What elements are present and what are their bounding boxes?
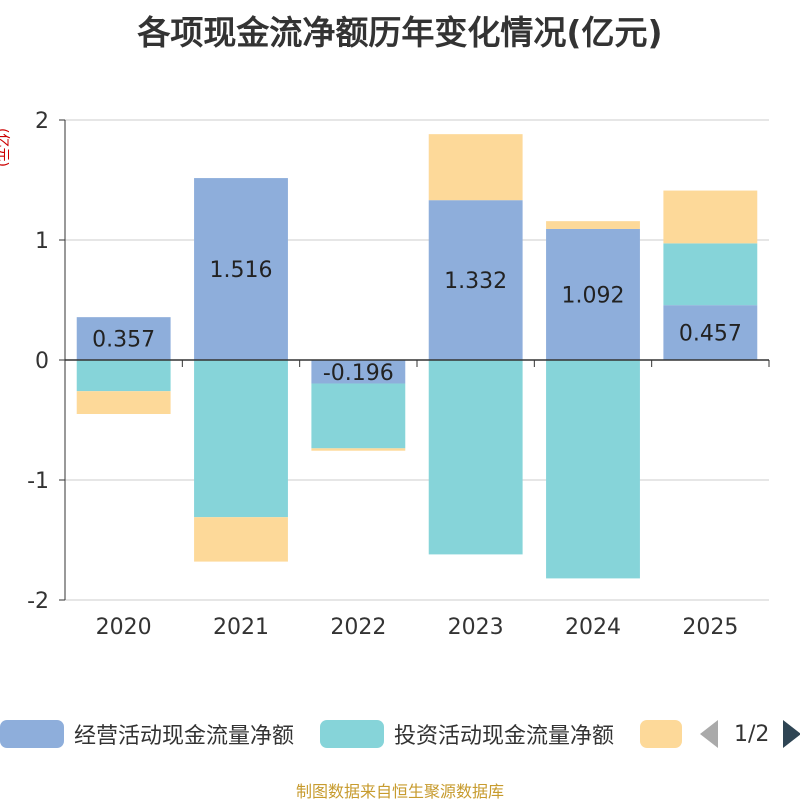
y-tick-label: -1 — [27, 469, 49, 494]
bar-investing-2022 — [311, 383, 406, 449]
x-tick-label-2022: 2022 — [330, 615, 386, 640]
x-tick-label-2024: 2024 — [565, 615, 621, 640]
data-label-2025: 0.457 — [679, 322, 742, 347]
bar-operating-2022 — [311, 360, 406, 384]
data-label-2022: -0.196 — [323, 361, 394, 386]
legend-item-financing[interactable] — [640, 716, 682, 752]
bar-operating-2021 — [194, 178, 288, 360]
bar-investing-2023 — [428, 360, 523, 555]
bar-financing-2020 — [76, 391, 171, 414]
data-label-2020: 0.357 — [92, 328, 155, 353]
bar-operating-2020 — [76, 317, 171, 360]
bar-investing-2020 — [76, 360, 171, 392]
data-label-2024: 1.092 — [562, 283, 625, 308]
legend-pager: 1/2 — [700, 716, 800, 752]
bar-chart: 2 1 0 -1 -2 2020 2021 2022 2023 2024 2025 0.357 1.51… — [27, 109, 770, 640]
y-tick-label: 1 — [35, 229, 49, 254]
legend-page-indicator: 1/2 — [734, 721, 770, 747]
legend: 经营活动现金流量净额 投资活动现金流量净额 1/2 — [0, 716, 800, 752]
y-tick-label: 2 — [35, 109, 49, 134]
legend-item-investing[interactable]: 投资活动现金流量净额 — [320, 716, 614, 752]
data-source-note: 制图数据来自恒生聚源数据库 — [295, 782, 504, 801]
y-tick-label: 0 — [35, 349, 49, 374]
data-label-2023: 1.332 — [444, 269, 507, 294]
chart-title: 各项现金流净额历年变化情况(亿元) — [137, 13, 663, 52]
bar-financing-2025 — [663, 190, 758, 244]
bar-investing-2025 — [663, 243, 758, 306]
legend-item-operating[interactable]: 经营活动现金流量净额 — [0, 716, 294, 752]
x-tick-label-2025: 2025 — [682, 615, 738, 640]
legend-label-investing: 投资活动现金流量净额 — [394, 724, 615, 749]
x-tick-label-2023: 2023 — [448, 615, 504, 640]
bar-financing-2022 — [311, 448, 406, 451]
legend-label-operating: 经营活动现金流量净额 — [74, 724, 295, 749]
bar-investing-2024 — [546, 360, 640, 579]
x-tick-label-2020: 2020 — [96, 615, 152, 640]
bar-investing-2021 — [194, 360, 288, 518]
bar-financing-2021 — [194, 517, 288, 562]
legend-prev-arrow-icon[interactable] — [700, 720, 718, 748]
legend-swatch-financing — [640, 720, 682, 748]
x-tick-label-2021: 2021 — [213, 615, 269, 640]
legend-swatch-operating — [0, 720, 64, 748]
bar-financing-2024 — [546, 221, 640, 229]
bar-operating-2025 — [663, 305, 758, 360]
bar-operating-2024 — [546, 228, 640, 360]
data-label-2021: 1.516 — [210, 258, 273, 283]
y-tick-label: -2 — [27, 589, 49, 614]
bar-operating-2023 — [428, 200, 523, 360]
legend-next-arrow-icon[interactable] — [783, 720, 800, 748]
bar-financing-2023 — [428, 134, 523, 201]
legend-swatch-investing — [320, 720, 384, 748]
